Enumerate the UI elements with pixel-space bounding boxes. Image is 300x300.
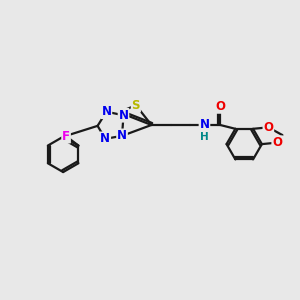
Text: O: O — [215, 100, 225, 113]
Text: N: N — [117, 129, 127, 142]
Text: N: N — [200, 118, 209, 131]
Text: N: N — [100, 132, 110, 145]
Text: F: F — [62, 130, 70, 143]
Text: O: O — [263, 121, 273, 134]
Text: H: H — [200, 132, 209, 142]
Text: N: N — [118, 109, 128, 122]
Text: N: N — [101, 105, 111, 118]
Text: S: S — [132, 99, 140, 112]
Text: O: O — [272, 136, 282, 149]
